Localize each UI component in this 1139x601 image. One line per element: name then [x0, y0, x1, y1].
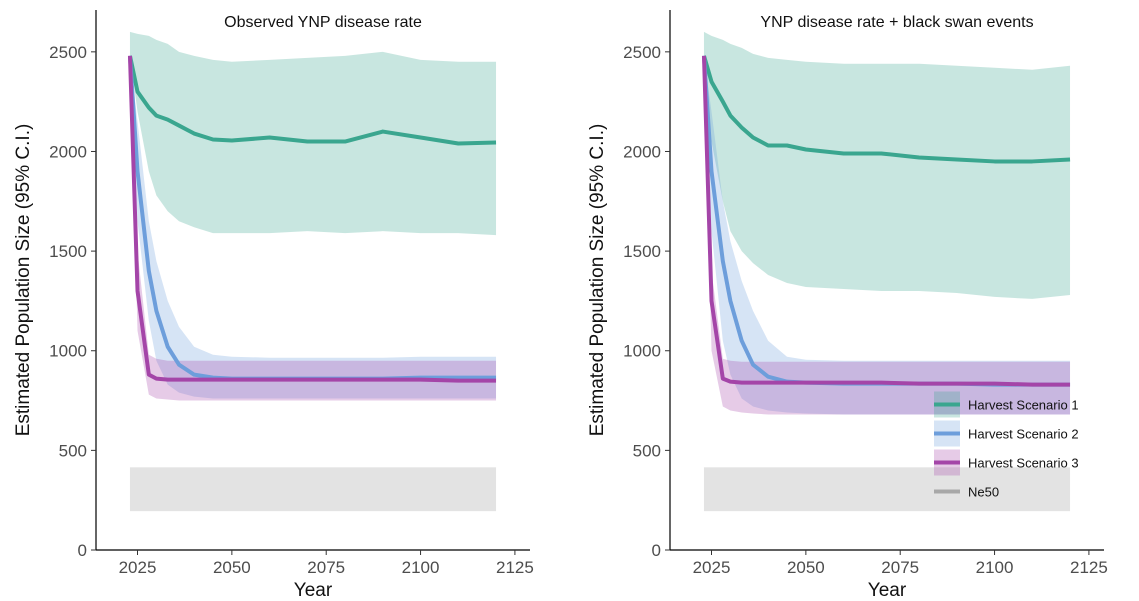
x-tick-label: 2125 — [496, 558, 534, 577]
y-tick-label: 1000 — [623, 342, 661, 361]
y-tick-label: 1500 — [623, 242, 661, 261]
ci-band — [703, 55, 1071, 415]
y-tick-label: 0 — [78, 541, 87, 560]
x-tick-label: 2050 — [787, 558, 825, 577]
ci-band — [129, 31, 497, 236]
x-tick-label: 2100 — [976, 558, 1014, 577]
x-axis-title: Year — [294, 580, 333, 601]
series-line — [127, 55, 497, 383]
ci-band — [129, 55, 497, 401]
legend-label: Harvest Scenario 2 — [968, 427, 1079, 442]
x-tick-label: 2075 — [307, 558, 345, 577]
x-tick-label: 2050 — [213, 558, 251, 577]
y-tick-label: 500 — [59, 441, 87, 460]
reference-band — [129, 467, 497, 512]
x-axis-title: Year — [868, 580, 907, 601]
y-tick-label: 1500 — [49, 242, 87, 261]
series-line — [128, 55, 497, 146]
ci-band — [703, 55, 1071, 415]
y-tick-label: 1000 — [49, 342, 87, 361]
chart-title: YNP disease rate + black swan events — [760, 14, 1033, 31]
y-axis-title: Estimated Population Size (95% C.I.) — [587, 124, 608, 437]
series-line — [701, 55, 1071, 387]
legend-label: Harvest Scenario 3 — [968, 456, 1079, 471]
x-tick-label: 2025 — [119, 558, 157, 577]
x-tick-label: 2075 — [881, 558, 919, 577]
legend-label: Harvest Scenario 1 — [968, 398, 1079, 413]
x-tick-label: 2125 — [1070, 558, 1108, 577]
x-tick-label: 2025 — [693, 558, 731, 577]
chart-title: Observed YNP disease rate — [224, 14, 422, 31]
ci-band — [703, 31, 1071, 299]
y-tick-label: 2000 — [49, 142, 87, 161]
y-tick-label: 2000 — [623, 142, 661, 161]
ci-band — [129, 55, 497, 399]
series-line — [702, 55, 1071, 164]
y-tick-label: 2500 — [623, 43, 661, 62]
x-tick-label: 2100 — [402, 558, 440, 577]
y-tick-label: 500 — [633, 441, 661, 460]
y-tick-label: 2500 — [49, 43, 87, 62]
y-tick-label: 0 — [652, 541, 661, 560]
reference-band — [703, 467, 1071, 512]
legend-label: Ne50 — [968, 485, 999, 500]
y-axis-title: Estimated Population Size (95% C.I.) — [13, 124, 34, 437]
